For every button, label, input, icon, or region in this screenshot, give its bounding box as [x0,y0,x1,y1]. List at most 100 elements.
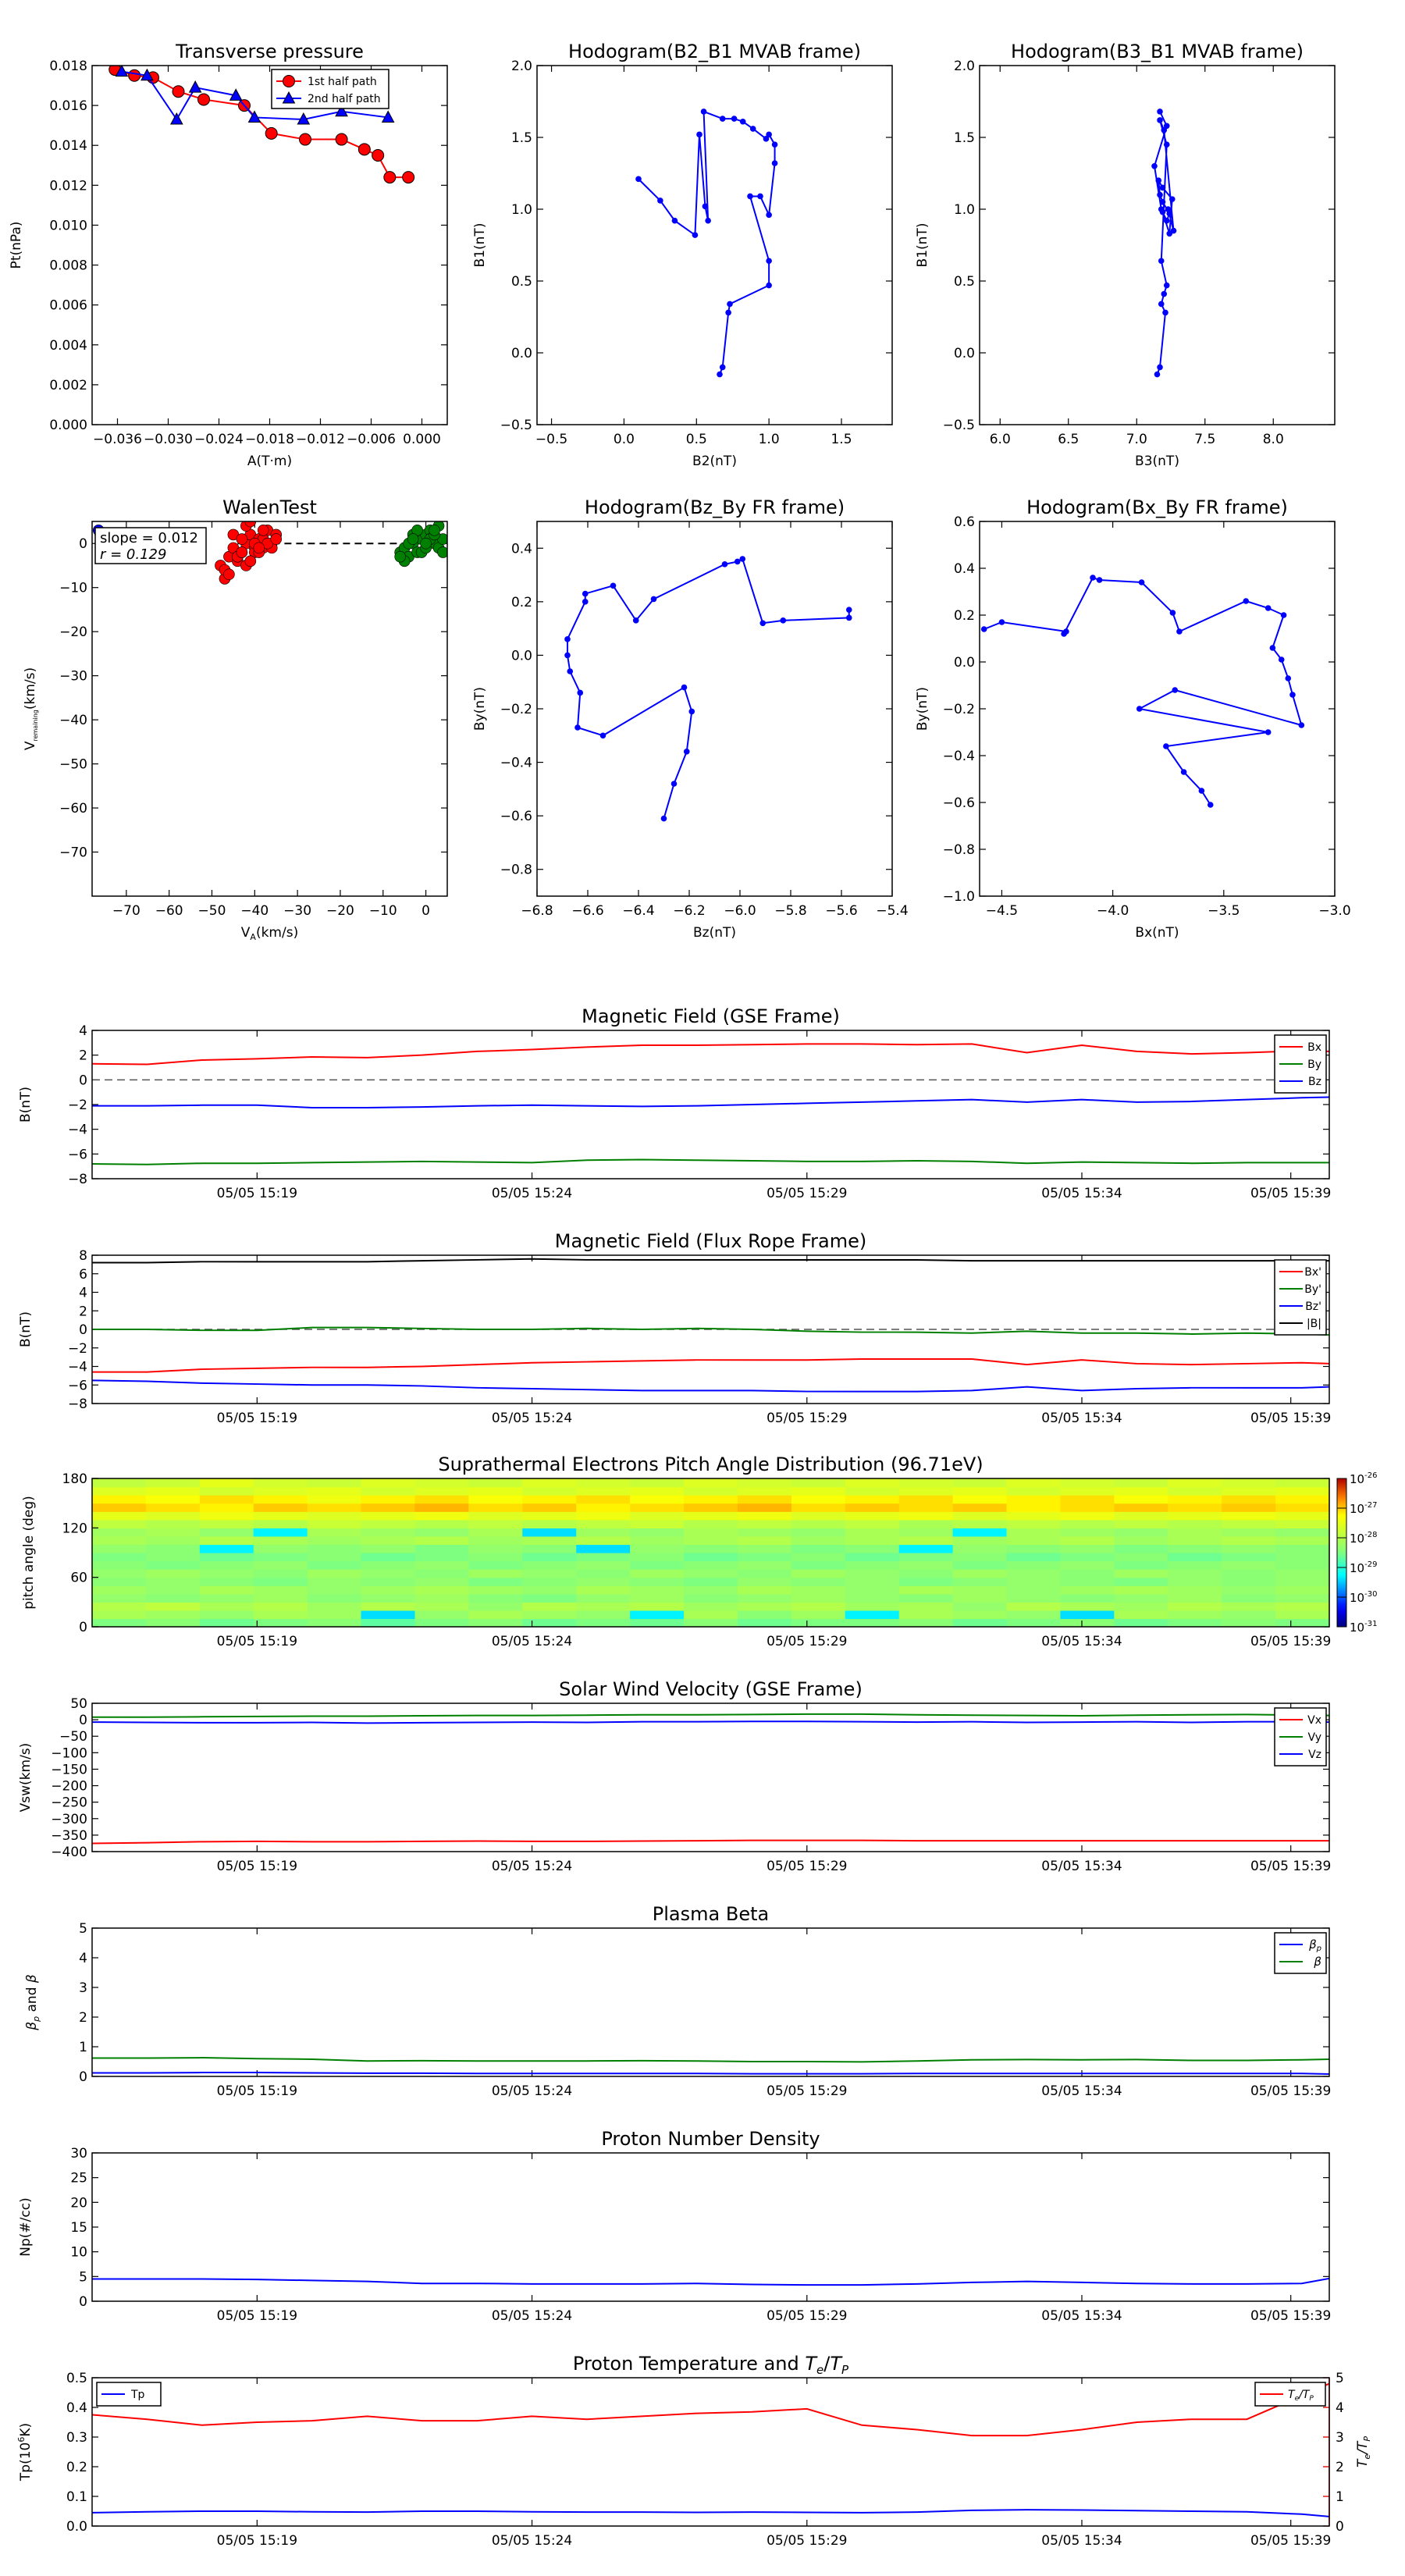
x-tick-label: 05/05 15:34 [1041,1634,1122,1649]
heatmap-cell [1168,1618,1222,1628]
heatmap-cell [845,1528,900,1537]
heatmap-cell [145,1602,201,1611]
heatmap-cell [199,1503,254,1512]
heatmap-cell [898,1610,954,1620]
data-point [1090,575,1096,581]
data-point [757,193,763,200]
y-tick-label: 1 [79,2040,87,2055]
chart-title: Solar Wind Velocity (GSE Frame) [559,1678,863,1700]
data-point [683,749,690,755]
data-point [1163,217,1170,224]
heatmap-cell [307,1585,362,1595]
data-point [1289,692,1296,698]
chart-hodogram_b3_b1: −0.5 0.0 0.5 1.0 1.5 2.0 6.0 6.5 7.0 7.5 8.0 Hodogr… [915,41,1336,469]
x-tick-label: 05/05 15:34 [1041,2533,1122,2549]
data-point [1176,628,1183,635]
heatmap-cell [845,1486,900,1496]
heatmap-cell [737,1618,792,1628]
heatmap-cell [1275,1553,1330,1562]
data-point [1157,191,1163,198]
heatmap-cell [1168,1486,1222,1496]
data-point [335,104,348,117]
heatmap-cell [737,1577,792,1586]
heatmap-cell [898,1544,954,1553]
heatmap-cell [1006,1602,1062,1611]
heatmap-cell [1114,1495,1168,1504]
heatmap-cell [630,1602,685,1611]
heatmap-cell [307,1569,362,1578]
y-tick-label: −6 [68,1147,87,1162]
x-tick-label: −3.5 [1208,903,1240,919]
heatmap-cell [737,1585,792,1595]
series-line-Tp [92,2509,1329,2517]
data-point-red [223,568,235,581]
heatmap-cell [898,1486,954,1496]
heatmap-cell [253,1610,308,1620]
data-point [700,109,707,115]
legend-label: |B| [1307,1318,1321,1330]
x-tick-label: −4.0 [1097,903,1129,919]
heatmap-cell [468,1560,523,1570]
chart-b_fr: −8 −6 −4 −2 0 2 4 6 8 05/05 15:19 05/05 15:24 05/05… [18,1230,1331,1426]
y-tick-label: 0.2 [511,595,532,610]
heatmap-cell [630,1535,685,1546]
heatmap-cell [1114,1519,1168,1528]
data-point [1151,163,1158,169]
x-tick-label: −5.8 [774,903,806,919]
heatmap-cell [1060,1544,1115,1553]
data-point [1163,123,1170,130]
data-point [169,112,183,125]
heatmap-cell [684,1602,738,1611]
x-tick-label: −10 [369,903,397,919]
heatmap-cell [414,1618,469,1628]
heatmap-cell [522,1618,577,1628]
chart-title: Proton Temperature and Te/TP [573,2353,849,2377]
data-point [229,88,243,101]
y-tick-label: −250 [51,1795,87,1811]
y-tick-label: 8 [79,1248,87,1264]
heatmap-cell [145,1585,201,1595]
heatmap-cell [1222,1478,1276,1488]
heatmap-cell [145,1511,201,1521]
heatmap-cell [898,1560,954,1570]
heatmap-cell [737,1528,792,1537]
y-tick-label: 0.012 [49,178,87,194]
heatmap-cell [952,1519,1008,1528]
series-line--B- [92,1258,1329,1264]
heatmap-cell [1168,1560,1222,1570]
data-point-red [270,533,283,545]
y-tick-label: 3 [79,1980,87,1996]
heatmap-cell [576,1495,631,1504]
heatmap-cell [307,1535,362,1546]
data-point [1163,141,1170,148]
heatmap-cell [522,1593,577,1603]
y-tick-label: 50 [70,1696,87,1712]
y-tick-label: 0.008 [49,258,87,274]
colorbar-label: 10-29 [1350,1560,1377,1575]
y-tick-label: 1.0 [954,202,975,218]
heatmap-cell [307,1602,362,1611]
data-point [383,171,397,184]
heatmap-cell [361,1553,416,1562]
heatmap-cell [522,1560,577,1570]
y-tick-label: −30 [59,669,87,685]
heatmap-cell [791,1519,846,1528]
heatmap-cell [199,1519,254,1528]
heatmap-cell [253,1602,308,1611]
x-tick-label: 05/05 15:29 [767,1859,847,1874]
series-line-By [92,1158,1329,1165]
r-annotation: r = 0.129 [100,546,166,563]
x-tick-label: −30 [283,903,311,919]
heatmap-cell [1168,1585,1222,1595]
heatmap-cell [199,1544,254,1553]
data-point [1138,579,1145,585]
data-point [1168,196,1176,202]
y-tick-label: 0.000 [49,418,87,433]
series-line-Vx [92,1839,1329,1845]
series-line-Bz [92,1096,1329,1108]
heatmap-cell [1222,1610,1276,1620]
heatmap-cell [414,1585,469,1595]
heatmap-cell [952,1486,1008,1496]
heatmap-cell [522,1577,577,1586]
heatmap-cell [684,1528,738,1537]
